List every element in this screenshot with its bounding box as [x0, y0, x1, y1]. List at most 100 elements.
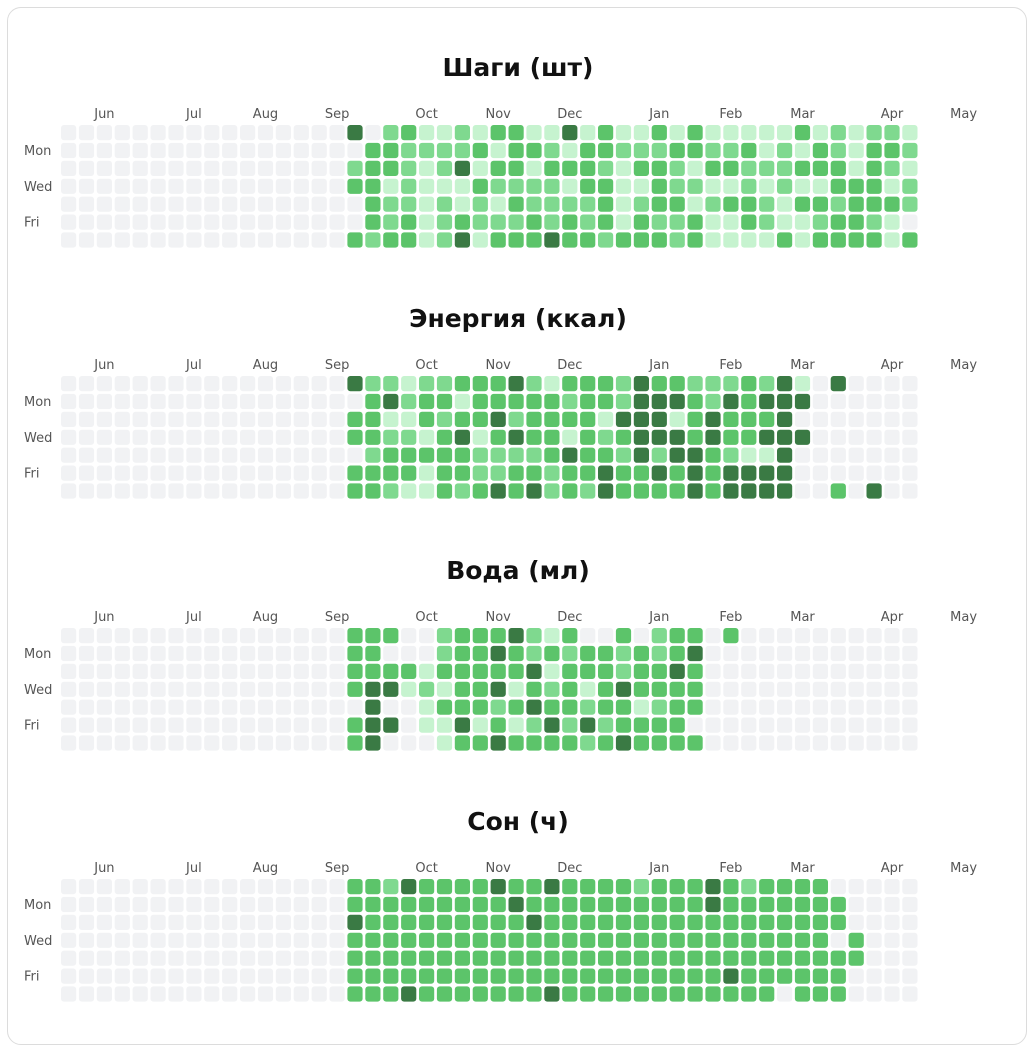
heatmap-cell — [383, 393, 399, 410]
heatmap-cell — [741, 196, 757, 212]
heatmap-cell — [78, 447, 95, 463]
heatmap-cell — [866, 411, 882, 427]
heatmap-cell — [902, 447, 918, 463]
heatmap-cell — [598, 160, 614, 176]
heatmap-cell — [615, 896, 632, 913]
heatmap-cell — [651, 125, 667, 141]
heatmap-cell — [526, 932, 542, 948]
heatmap-cell — [884, 160, 900, 176]
heatmap-cell — [794, 447, 811, 463]
heatmap-cell — [365, 950, 381, 966]
heatmap-cell — [311, 986, 327, 1002]
heatmap-cell — [580, 393, 596, 410]
heatmap-cell — [365, 699, 381, 715]
heatmap-cell — [436, 160, 453, 176]
heatmap-cell — [866, 196, 882, 212]
steps-chart-title: Шаги (шт) — [442, 53, 594, 82]
heatmap-cell — [186, 968, 202, 984]
heatmap-cell — [311, 196, 327, 212]
heatmap-cell — [168, 178, 184, 194]
heatmap-cell — [78, 896, 95, 913]
heatmap-cell — [132, 896, 148, 913]
heatmap-cell — [580, 628, 596, 644]
heatmap-cell — [365, 232, 381, 248]
heatmap-cell — [240, 196, 256, 212]
heatmap-cell — [902, 628, 918, 644]
heatmap-cell — [78, 735, 95, 751]
month-label: Nov — [486, 610, 512, 625]
heatmap-cell — [186, 986, 202, 1002]
heatmap-cell — [347, 914, 363, 930]
heatmap-cell — [114, 393, 130, 410]
heatmap-cell — [651, 393, 667, 410]
weekday-label: Wed — [24, 180, 52, 195]
heatmap-cell — [902, 411, 918, 427]
heatmap-cell — [114, 681, 130, 697]
heatmap-cell — [669, 160, 685, 176]
heatmap-cell — [96, 447, 112, 463]
heatmap-cell — [490, 717, 506, 733]
heatmap-cell — [96, 160, 112, 176]
heatmap-cell — [383, 717, 399, 733]
heatmap-cell — [365, 125, 381, 141]
heatmap-cell — [902, 663, 918, 679]
heatmap-cell — [633, 429, 649, 445]
month-label: May — [950, 358, 977, 373]
heatmap-cell — [580, 932, 596, 948]
heatmap-cell — [812, 896, 828, 913]
heatmap-cell — [419, 411, 435, 427]
heatmap-cell — [633, 393, 649, 410]
heatmap-cell — [347, 628, 363, 644]
heatmap-cell — [687, 663, 703, 679]
heatmap-cell — [222, 699, 238, 715]
heatmap-cell — [401, 950, 417, 966]
heatmap-cell — [78, 411, 95, 427]
heatmap-cell — [633, 645, 649, 662]
heatmap-cell — [293, 483, 309, 499]
heatmap-cell — [490, 376, 506, 392]
heatmap-cell — [723, 232, 739, 248]
heatmap-cell — [472, 125, 488, 141]
heatmap-cell — [562, 447, 578, 463]
heatmap-cell — [687, 699, 703, 715]
heatmap-cell — [741, 645, 757, 662]
heatmap-cell — [741, 393, 757, 410]
heatmap-cell — [884, 663, 900, 679]
heatmap-cell — [633, 214, 649, 230]
heatmap-cell — [812, 125, 828, 141]
heatmap-cell — [347, 178, 363, 194]
heatmap-cell — [633, 447, 649, 463]
heatmap-cell — [61, 663, 77, 679]
heatmap-cell — [830, 896, 846, 913]
heatmap-cell — [419, 950, 435, 966]
heatmap-cell — [544, 411, 560, 427]
heatmap-cell — [150, 160, 166, 176]
heatmap-cell — [830, 735, 846, 751]
heatmap-cell — [257, 896, 274, 913]
heatmap-cell — [257, 914, 274, 930]
heatmap-cell — [759, 628, 775, 644]
heatmap-cell — [580, 681, 596, 697]
heatmap-cell — [275, 986, 291, 1002]
heatmap-cell — [759, 896, 775, 913]
heatmap-cell — [61, 196, 77, 212]
heatmap-cell — [96, 932, 112, 948]
heatmap-cell — [884, 735, 900, 751]
heatmap-cell — [884, 125, 900, 141]
heatmap-cell — [186, 376, 202, 392]
heatmap-cell — [705, 160, 721, 176]
heatmap-cell — [812, 645, 828, 662]
heatmap-cell — [401, 196, 417, 212]
heatmap-cell — [419, 376, 435, 392]
heatmap-cell — [794, 125, 811, 141]
heatmap-cell — [544, 968, 560, 984]
heatmap-cell — [562, 879, 578, 895]
heatmap-cell — [257, 376, 274, 392]
heatmap-cell — [204, 699, 220, 715]
heatmap-cell — [222, 196, 238, 212]
heatmap-cell — [401, 968, 417, 984]
heatmap-cell — [78, 932, 95, 948]
heatmap-cell — [275, 393, 291, 410]
heatmap-cell — [78, 429, 95, 445]
heatmap-cell — [723, 968, 739, 984]
